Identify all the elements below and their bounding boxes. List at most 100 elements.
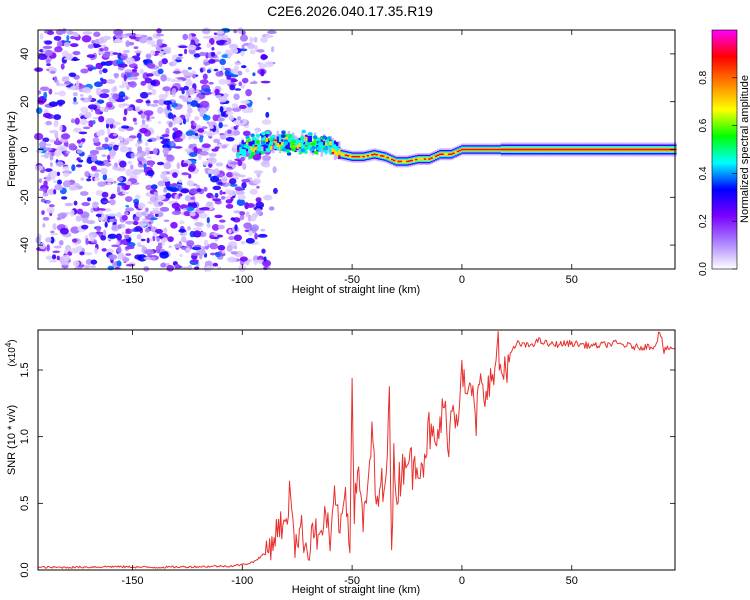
ridge-cell	[346, 154, 350, 157]
noise-blob	[227, 53, 231, 60]
noise-blob	[181, 172, 190, 176]
noise-blob	[208, 59, 216, 64]
noise-blob	[133, 46, 139, 50]
noise-blob	[117, 63, 128, 68]
ridge-speck	[246, 138, 252, 142]
ridge-cell	[309, 143, 312, 151]
ridge-cell	[533, 148, 537, 151]
ridge-cell	[239, 146, 242, 155]
noise-blob	[125, 180, 132, 186]
ridge-cell	[254, 144, 258, 147]
noise-blob	[117, 182, 127, 186]
noise-blob	[102, 68, 108, 74]
ridge-cell	[415, 158, 418, 161]
noise-blob	[191, 252, 201, 256]
noise-blob	[153, 191, 159, 196]
noise-blob	[237, 159, 243, 167]
ridge-cell	[305, 140, 308, 148]
noise-blob	[89, 265, 97, 268]
noise-blob	[221, 65, 225, 72]
noise-blob	[86, 219, 96, 225]
noise-blob	[267, 96, 271, 101]
noise-blob	[84, 264, 91, 269]
noise-blob	[185, 247, 191, 251]
noise-blob	[56, 99, 66, 105]
noise-blob	[155, 245, 163, 250]
noise-blob	[216, 51, 222, 55]
ridge-cell	[628, 148, 631, 151]
ridge-cell	[524, 148, 528, 151]
noise-blob	[262, 259, 272, 267]
noise-blob	[107, 265, 115, 271]
ridge-speck	[265, 130, 270, 135]
ridge-cell	[650, 148, 653, 151]
spectrogram-ylabel: Frequency (Hz)	[6, 111, 18, 187]
noise-blob	[125, 204, 130, 208]
noise-blob	[236, 198, 246, 207]
noise-blob	[160, 262, 167, 268]
noise-blob	[50, 70, 56, 74]
ridge-cell	[630, 148, 633, 151]
noise-blob	[131, 73, 135, 77]
noise-blob	[261, 155, 272, 161]
ridge-cell	[250, 148, 253, 156]
ridge-speck	[299, 139, 305, 144]
noise-blob	[160, 74, 167, 82]
noise-blob	[237, 70, 243, 76]
noise-blob	[134, 50, 143, 54]
noise-blob	[187, 226, 191, 231]
ridge-cell	[434, 155, 438, 157]
noise-blob	[100, 61, 106, 66]
noise-blob	[70, 209, 75, 217]
noise-blob	[99, 93, 110, 99]
ridge-cell	[610, 148, 613, 151]
noise-blob	[151, 209, 161, 215]
noise-blob	[42, 186, 47, 194]
ridge-speck	[251, 136, 256, 141]
noise-blob	[54, 75, 58, 83]
ridge-cell	[274, 141, 277, 149]
noise-blob	[105, 123, 110, 129]
ridge-cell	[544, 148, 548, 151]
ridge-cell	[357, 155, 361, 158]
noise-blob	[131, 68, 138, 73]
noise-blob	[133, 121, 138, 126]
noise-blob	[43, 180, 48, 187]
ridge-cell	[401, 159, 405, 164]
ridge-cell	[324, 147, 328, 155]
noise-blob	[224, 69, 230, 77]
snr-xlabel: Height of straight line (km)	[292, 584, 420, 596]
ridge-cell	[577, 148, 580, 151]
noise-blob	[91, 201, 99, 209]
ridge-speck	[291, 145, 297, 149]
ridge-cell	[307, 142, 310, 150]
noise-blob	[122, 53, 128, 56]
noise-blob	[133, 153, 143, 157]
noise-blob	[171, 202, 181, 209]
noise-blob	[193, 53, 201, 58]
noise-blob	[172, 60, 177, 67]
ridge-cell	[586, 148, 589, 151]
noise-blob	[46, 68, 50, 72]
noise-blob	[218, 121, 223, 129]
noise-blob	[233, 93, 240, 101]
noise-blob	[134, 201, 140, 209]
noise-blob	[161, 58, 168, 65]
ridge-speck	[318, 141, 323, 146]
noise-blob	[209, 37, 215, 45]
ridge-cell	[480, 148, 484, 151]
noise-blob	[101, 248, 107, 252]
ridge-cell	[665, 148, 668, 151]
noise-blob	[214, 192, 219, 199]
noise-blob	[125, 253, 132, 256]
noise-blob	[168, 121, 173, 128]
noise-blob	[186, 179, 194, 187]
noise-blob	[53, 114, 62, 121]
noise-blob	[212, 114, 219, 122]
snr-ytick-label: 1.0	[19, 429, 31, 444]
noise-blob	[166, 154, 175, 162]
noise-blob	[98, 115, 105, 123]
noise-blob	[213, 32, 218, 35]
noise-blob	[227, 190, 237, 197]
noise-blob	[189, 211, 196, 217]
